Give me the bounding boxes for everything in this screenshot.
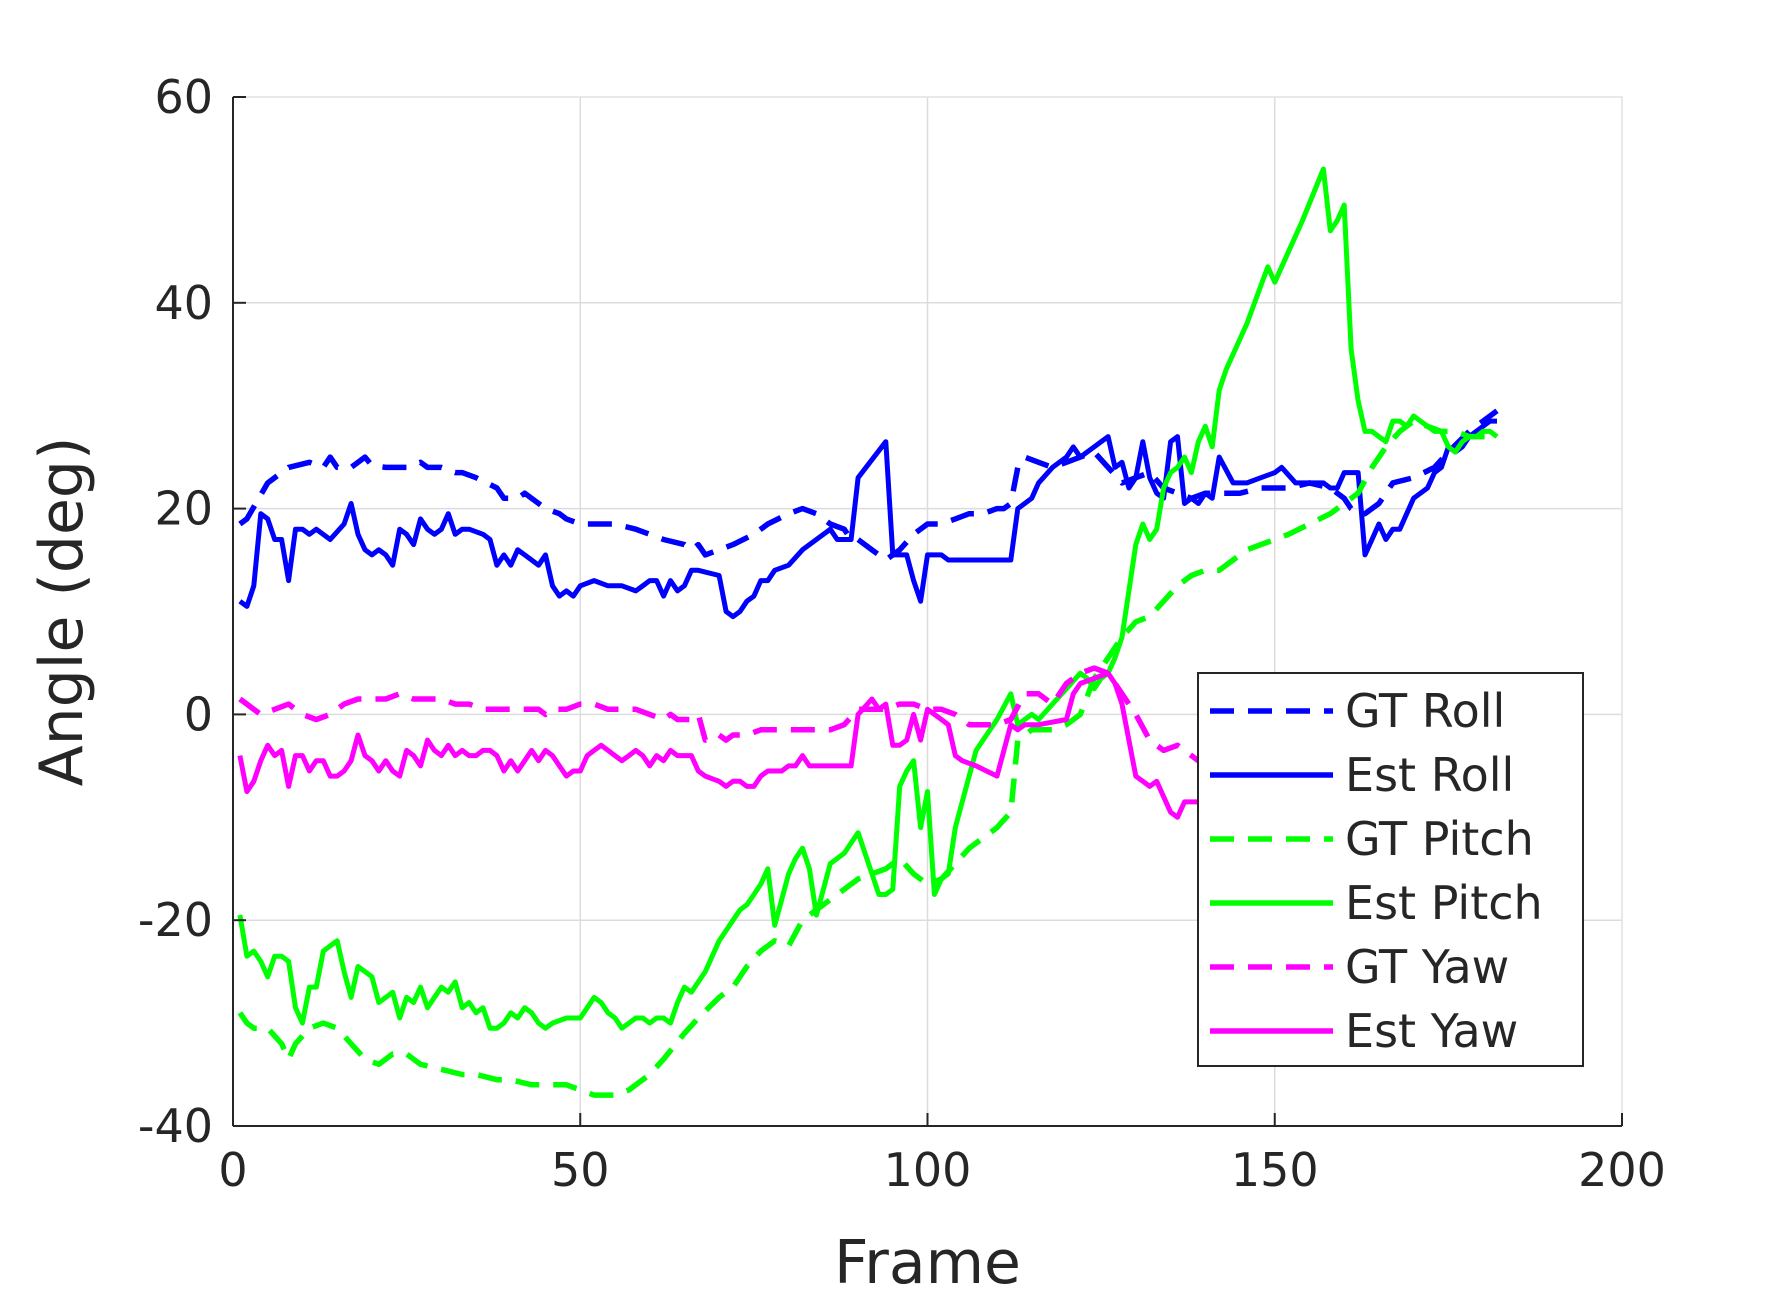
y-tick-label: -20 xyxy=(138,893,213,947)
series-line-gt-yaw xyxy=(238,665,1207,769)
y-tick-label: 0 xyxy=(184,687,213,741)
y-tick-label: 60 xyxy=(154,70,213,124)
series-line-est-roll xyxy=(238,418,1497,620)
x-tick-label: 200 xyxy=(1578,1143,1666,1197)
legend-label: GT Yaw xyxy=(1345,940,1509,994)
y-tick-label: 40 xyxy=(154,276,213,330)
legend-label: Est Yaw xyxy=(1345,1004,1518,1058)
series-line-est-pitch xyxy=(237,166,1499,1031)
y-tick-label: 20 xyxy=(154,482,213,536)
legend-box xyxy=(1197,672,1584,1067)
legend-label: Est Roll xyxy=(1345,748,1514,802)
x-axis-label: Frame xyxy=(834,1228,1021,1291)
legend-label: GT Roll xyxy=(1345,684,1505,738)
ticks: 0 50 100 150 200 -40 -20 0 20 40 60 xyxy=(138,70,1666,1197)
legend-label: Est Pitch xyxy=(1345,876,1543,930)
x-tick-label: 0 xyxy=(218,1143,247,1197)
y-axis-label: Angle (deg) xyxy=(27,437,97,787)
y-tick-label: -40 xyxy=(138,1099,213,1153)
x-tick-label: 100 xyxy=(884,1143,972,1197)
legend: GT Roll Est Roll GT Pitch Est Pitch GT Yaw Es… xyxy=(1197,672,1584,1067)
series-line-gt-pitch xyxy=(237,418,1497,1098)
x-tick-label: 50 xyxy=(551,1143,610,1197)
x-tick-label: 150 xyxy=(1231,1143,1319,1197)
series-layer xyxy=(237,166,1499,1098)
series-line-gt-roll xyxy=(238,408,1499,563)
series-line-est-yaw xyxy=(237,670,1207,820)
legend-label: GT Pitch xyxy=(1345,812,1534,866)
